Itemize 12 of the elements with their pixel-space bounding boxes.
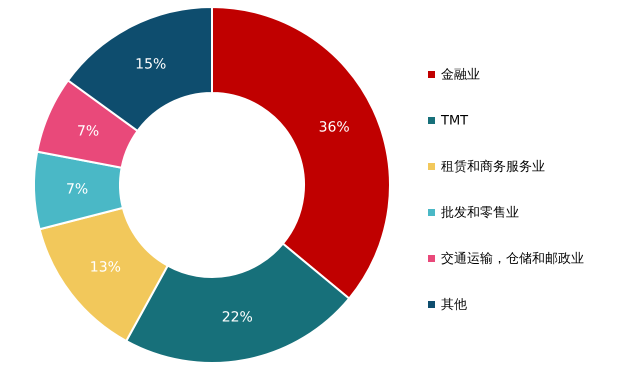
data-label: 22% xyxy=(222,310,253,326)
data-label: 15% xyxy=(135,56,166,73)
legend-label: 租赁和商务服务业 xyxy=(441,160,545,174)
legend-label: 其他 xyxy=(441,298,467,312)
legend-label: 批发和零售业 xyxy=(441,206,519,220)
data-label: 7% xyxy=(76,123,100,140)
legend-label: 金融业 xyxy=(441,68,480,82)
legend-label: 交通运输，仓储和邮政业 xyxy=(441,250,584,266)
data-label: 36% xyxy=(318,120,350,136)
data-label: 7% xyxy=(66,181,88,198)
legend-label: TMT xyxy=(440,114,468,128)
data-label: 13% xyxy=(90,260,121,276)
